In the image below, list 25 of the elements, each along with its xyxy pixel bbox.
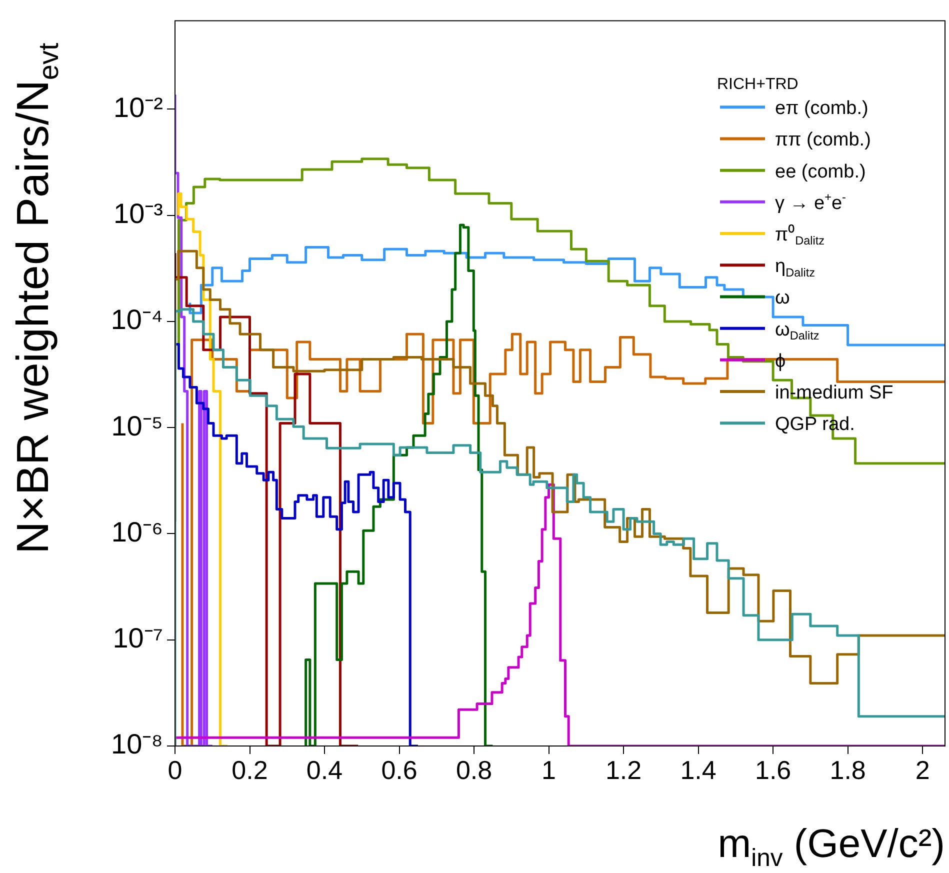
x-tick-label: 1 [542, 754, 556, 785]
x-tick-label: 0.8 [456, 754, 492, 785]
legend-label: eπ (comb.) [775, 98, 868, 120]
x-tick-label: 0.2 [232, 754, 268, 785]
legend-label: ππ (comb.) [775, 130, 871, 151]
x-tick-label: 0 [168, 754, 182, 785]
x-tick-label: 1.2 [605, 754, 642, 785]
x-tick-label: 0.6 [381, 754, 418, 785]
legend-label: γ → e+e- [775, 190, 846, 214]
x-tick-label: 0.4 [306, 754, 343, 785]
x-tick-label: 1.6 [754, 754, 792, 785]
x-tick-label: 1.4 [680, 754, 716, 785]
x-tick-label: 1.8 [830, 754, 866, 785]
y-tick-label: 10⁻³ [114, 198, 163, 230]
legend-label: ee (comb.) [775, 161, 866, 182]
y-tick-label: 10⁻⁵ [111, 410, 163, 442]
y-tick-label: 10⁻⁷ [112, 622, 163, 654]
y-tick-label: 10⁻⁴ [110, 304, 163, 336]
legend-title: RICH+TRD [717, 76, 798, 93]
y-tick-label: 10⁻² [114, 92, 163, 123]
x-tick-label: 2 [915, 754, 930, 785]
legend-label: ω [775, 288, 790, 309]
y-tick-label: 10⁻⁶ [111, 516, 163, 548]
y-tick-label: 10⁻⁸ [111, 728, 163, 760]
y-axis-title: N×BR weighted Pairs/Nevt [7, 42, 64, 554]
